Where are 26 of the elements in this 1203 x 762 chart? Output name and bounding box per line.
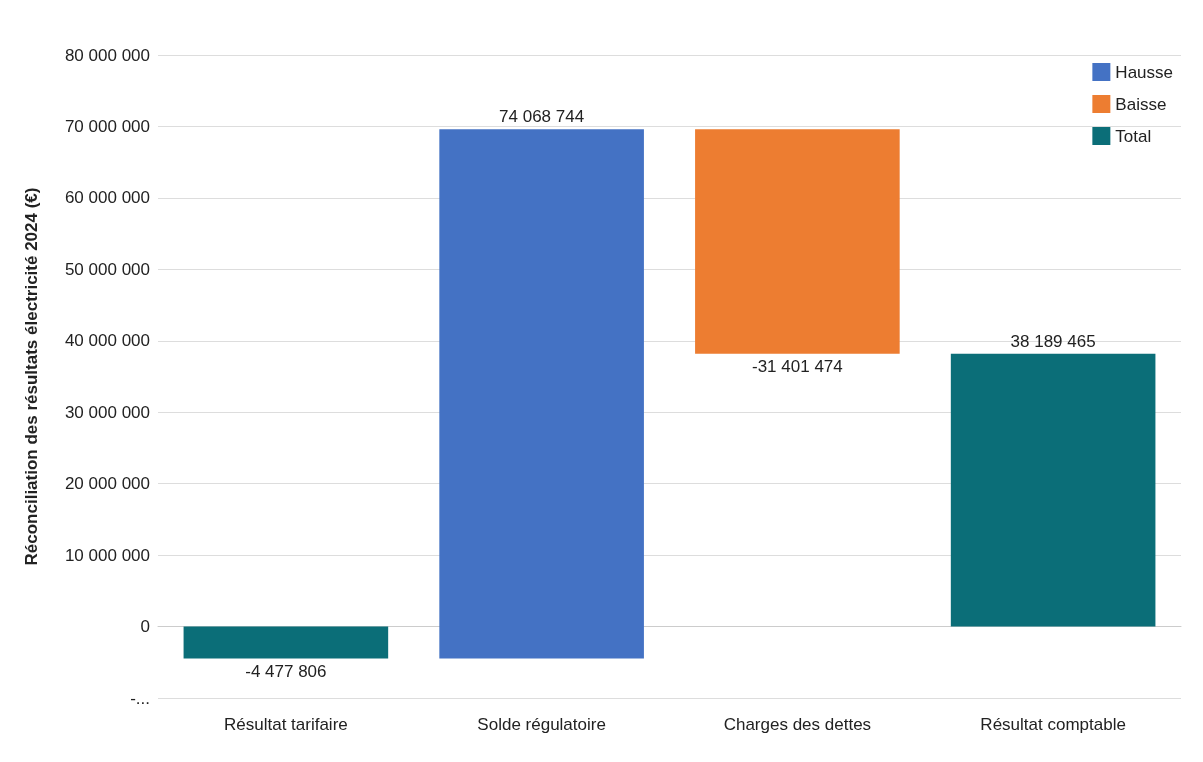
bar: [439, 129, 644, 659]
bar: [183, 626, 389, 659]
y-tick-label: 30 000 000: [64, 402, 150, 422]
legend-label: Baisse: [1115, 94, 1167, 114]
legend-label: Total: [1115, 126, 1152, 146]
x-tick-label: Solde régulatoire: [477, 715, 606, 734]
y-tick-label: 20 000 000: [64, 474, 150, 494]
text: 38 189 465: [1010, 331, 1096, 351]
y-tick-label: 60 000 000: [64, 188, 150, 208]
x-tick-label: Résultat comptable: [980, 715, 1126, 734]
y-tick-label: 10 000 000: [64, 545, 150, 565]
y-tick-label: 70 000 000: [64, 116, 150, 136]
text: -4 477 806: [245, 661, 327, 681]
y-tick-label: 0: [140, 617, 150, 637]
y-axis-title: Réconciliation des résultats électricité 2024 (€): [22, 187, 41, 566]
bar: [695, 129, 900, 354]
legend-label: Hausse: [1115, 62, 1173, 82]
y-tick-label: 40 000 000: [64, 331, 150, 351]
x-tick-label: Charges des dettes: [723, 715, 872, 734]
y-tick-label: 80 000 000: [64, 45, 150, 65]
y-tick-label: 50 000 000: [64, 259, 150, 279]
text: -31 401 474: [752, 356, 843, 376]
y-tick-label: -...: [130, 688, 150, 708]
text: 74 068 744: [499, 107, 585, 127]
x-tick-label: Résultat tarifaire: [223, 715, 348, 734]
bar: [950, 353, 1156, 627]
